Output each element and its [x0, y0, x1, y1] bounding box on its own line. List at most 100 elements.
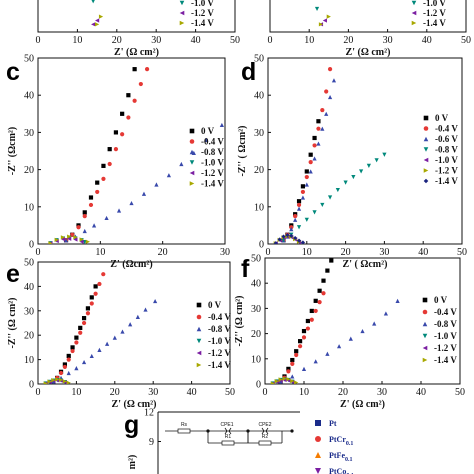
x-tick-label: 10	[302, 247, 312, 258]
data-point	[66, 370, 71, 376]
data-point	[95, 22, 100, 27]
panel-letter: d	[241, 58, 256, 86]
data-point	[278, 377, 283, 382]
legend-label: Pt	[329, 419, 337, 428]
data-point	[316, 141, 321, 146]
y-axis-label: -Z'' (Ω cm²)	[7, 298, 18, 349]
data-point	[85, 311, 91, 316]
legend-label: -0.8 V	[434, 319, 457, 329]
legend-label: -1.4 V	[434, 355, 457, 365]
x-tick-label: 30	[377, 387, 387, 398]
data-point	[81, 316, 87, 321]
x-tick-label: 40	[416, 387, 426, 398]
data-point	[374, 158, 379, 163]
data-point	[74, 335, 79, 340]
data-point	[101, 272, 106, 277]
data-point	[93, 291, 98, 296]
data-point	[82, 214, 87, 219]
data-point	[326, 14, 331, 19]
legend-label: -0.8 V	[208, 324, 231, 334]
data-point	[308, 152, 313, 157]
x-tick-label: 30	[148, 387, 158, 398]
legend-label: 0 V	[208, 300, 222, 310]
legend-marker	[179, 0, 185, 6]
legend: -1.0 V-1.2 V-1.4 V	[411, 0, 446, 28]
legend: -1.0 V-1.2 V-1.4 V	[179, 0, 214, 28]
circuit-node	[206, 429, 210, 433]
legend-label: -1.0 V	[434, 331, 457, 341]
data-point	[298, 344, 303, 349]
x-tick-label: 10	[304, 35, 314, 46]
data-point	[313, 359, 318, 364]
panel-letter: c	[6, 58, 20, 86]
data-point	[351, 174, 356, 180]
legend-marker	[179, 10, 185, 16]
data-point	[81, 320, 87, 326]
legend-label: -1.0 V	[423, 0, 446, 8]
data-point	[79, 239, 84, 244]
data-point	[285, 232, 290, 238]
data-point	[296, 225, 302, 230]
panel-b: 0 10 20 30 40 50 Z' (Ω cm²) -1.0 V-1.2 V-1.4 V	[268, 0, 471, 58]
legend-label: -0.8 V	[201, 147, 224, 157]
resistor-r1	[221, 440, 235, 446]
data-point	[144, 67, 150, 72]
plot-frame	[267, 57, 463, 245]
data-markers	[91, 0, 104, 27]
data-point	[382, 152, 387, 157]
data-point	[48, 241, 53, 244]
plot-frame	[37, 0, 236, 33]
legend-marker	[189, 170, 195, 176]
circuit-label: CPE1	[220, 422, 233, 428]
data-point	[62, 362, 67, 367]
data-point	[120, 329, 125, 334]
data-point	[317, 288, 322, 293]
y-tick-label: 50	[24, 54, 34, 65]
data-point	[300, 240, 306, 244]
y-axis-label: -Z'' (Ωcm²)	[7, 127, 18, 176]
legend-label: PtFe0.1	[329, 451, 353, 463]
data-point	[325, 351, 330, 356]
data-point	[325, 268, 330, 273]
legend-label: -1.2 V	[208, 348, 231, 358]
data-point	[337, 344, 342, 349]
legend-label: -1.4 V	[435, 176, 458, 186]
legend-marker	[189, 160, 195, 165]
data-point	[58, 370, 64, 376]
data-markers	[273, 67, 387, 244]
data-point	[309, 317, 314, 322]
y-tick-label: 0	[29, 380, 34, 391]
data-point	[294, 349, 299, 354]
x-tick-label: 10	[95, 247, 105, 258]
x-axis-label: Z' (Ω cm²)	[340, 399, 385, 410]
data-point	[324, 111, 329, 116]
x-tick-label: 30	[220, 247, 230, 258]
cpe-element	[261, 427, 269, 435]
data-point	[290, 378, 295, 384]
data-point	[60, 237, 66, 242]
data-point	[62, 379, 67, 384]
legend-label: -1.4 V	[201, 179, 224, 189]
circuit-node	[290, 429, 294, 433]
data-point	[331, 78, 337, 83]
y-tick-label: 20	[24, 165, 34, 176]
legend-marker	[179, 20, 185, 26]
data-point	[112, 335, 117, 340]
legend-marker	[189, 128, 195, 134]
data-point	[322, 18, 327, 23]
legend-label: -1.0 V	[435, 155, 458, 165]
data-point	[294, 352, 299, 358]
panel-g: 9 12 m²) g Pt PtCr0.1 PtFe0.1 PtCo0.1 Rs CPE1 CPE2…	[124, 408, 354, 474]
panel-letter: e	[6, 260, 20, 288]
data-point	[293, 235, 298, 241]
circuit-label: R2	[262, 434, 269, 440]
data-point	[132, 98, 137, 103]
data-point	[290, 361, 295, 366]
data-point	[85, 239, 90, 244]
data-point	[74, 340, 79, 345]
data-point	[335, 187, 340, 193]
x-tick-label: 0	[268, 35, 273, 46]
data-point	[73, 237, 78, 242]
data-point	[93, 284, 98, 289]
